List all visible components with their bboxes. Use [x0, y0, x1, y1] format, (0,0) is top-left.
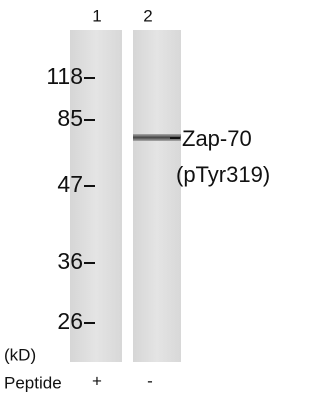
lane-number: 1 [92, 6, 101, 25]
peptide-label: Peptide [4, 373, 62, 392]
blot-figure: 1 2 118 85 47 36 26 Zap-70 (pTyr319) (kD… [0, 0, 300, 398]
unit-label: (kD) [4, 345, 36, 364]
marker-label: 85 [57, 105, 83, 131]
lane-2 [133, 30, 181, 362]
marker-label: 36 [57, 248, 83, 274]
marker-label: 47 [57, 171, 83, 197]
marker-label: 26 [57, 308, 83, 334]
peptide-sign: - [147, 371, 153, 390]
band-label: (pTyr319) [176, 162, 270, 187]
marker-label: 118 [46, 63, 83, 89]
band-label: Zap-70 [182, 126, 252, 151]
lane-number: 2 [143, 6, 152, 25]
peptide-sign: + [92, 371, 102, 390]
